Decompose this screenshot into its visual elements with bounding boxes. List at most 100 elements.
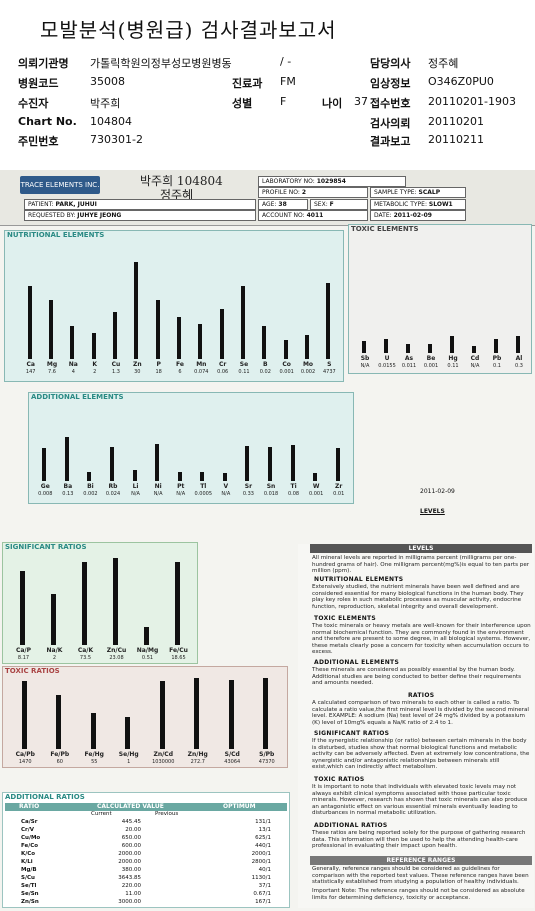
nutritional-label-se: Se bbox=[239, 361, 249, 368]
additional-ratio-row: K/Li 2000.00 2800/1 bbox=[5, 859, 287, 867]
ratio-optimum: 40/1 bbox=[258, 867, 271, 873]
additional-ratios-title: ADDITIONAL RATIOS bbox=[5, 793, 85, 801]
nutritional-label-na: Na bbox=[68, 361, 78, 368]
significant_ratios-value-na-k: 2 bbox=[52, 655, 57, 661]
sample-box: SAMPLE TYPE: SCALP bbox=[370, 187, 466, 198]
nutritional-bar-b bbox=[262, 325, 267, 359]
nutritional-value-cu: 1.3 bbox=[112, 369, 120, 375]
code-value: 35008 bbox=[90, 75, 125, 88]
ratio-name: Se/Tl bbox=[21, 883, 37, 889]
nutritional-bar-se bbox=[241, 285, 245, 359]
additional-label-pt: Pt bbox=[177, 483, 185, 490]
ratio-name: Ca/Sr bbox=[21, 819, 38, 825]
additional-bar-ni bbox=[155, 443, 160, 481]
additional-value-zr: 0.01 bbox=[333, 491, 345, 497]
nutritional-label-b: B bbox=[263, 361, 268, 368]
handwriting-note-1: 박주희 104804 bbox=[140, 174, 223, 188]
company-logo: TRACE ELEMENTS INC. bbox=[20, 176, 100, 194]
nutritional-value-mn: 0.074 bbox=[194, 369, 209, 375]
additional-label-rb: Rb bbox=[108, 483, 118, 490]
toxic_ratios-bar-s-cd bbox=[228, 679, 234, 749]
significant-ratios-section: SIGNIFICANT RATIOS Ca/P 8.17 Na/K 2 Ca/K 73.5… bbox=[2, 542, 198, 664]
nutritional-label-fe: Fe bbox=[176, 361, 184, 368]
nutritional-label-zn: Zn bbox=[133, 361, 142, 368]
receipt-label: 접수번호 bbox=[370, 97, 411, 110]
additional-ratios-section: ADDITIONAL RATIOS RATIO CALCULATED VALUE… bbox=[2, 792, 290, 908]
nutritional-bar-s bbox=[326, 283, 331, 359]
patient-box: PATIENT: PARK, JUHUI bbox=[24, 199, 256, 210]
ratio-name: Mg/B bbox=[21, 867, 37, 873]
ratio-current: 650.00 bbox=[121, 835, 141, 841]
nutritional-value-ca: 147 bbox=[25, 369, 36, 375]
nutritional-value-s: 4737 bbox=[322, 369, 336, 375]
additional-bar-sr bbox=[245, 445, 250, 481]
toxic_ratios-value-fe-hg: 55 bbox=[91, 759, 98, 765]
addr-heading: ADDITIONAL RATIOS bbox=[314, 822, 388, 829]
levels-bar: LEVELS bbox=[310, 544, 532, 553]
additional-value-sr: 0.33 bbox=[242, 491, 254, 497]
toxic_ratios-label-s-cd: S/Cd bbox=[224, 751, 240, 758]
additional-bar-ti bbox=[290, 445, 295, 481]
levels-heading: LEVELS bbox=[420, 508, 445, 515]
additional-ratio-row: S/Cu 3643.85 1130/1 bbox=[5, 875, 287, 883]
toxic-value-al: 0.3 bbox=[515, 363, 523, 369]
nutritional-bar-cu bbox=[113, 311, 117, 359]
code-label: 병원코드 bbox=[18, 77, 59, 90]
ratio-optimum: 625/1 bbox=[255, 835, 271, 841]
additional-value-ti: 0.08 bbox=[287, 491, 300, 497]
toxic-label-sb: Sb bbox=[360, 355, 370, 362]
age-box: AGE: 38 bbox=[258, 199, 308, 210]
toxic-label-as: As bbox=[404, 355, 414, 362]
ratio-current: 445.45 bbox=[121, 819, 141, 825]
page-title: 모발분석(병원급) 검사결과보고서 bbox=[40, 18, 337, 42]
sex-box: SEX: F bbox=[310, 199, 368, 210]
sex-value: F bbox=[280, 95, 287, 108]
toxic_ratios-value-s-pb: 47370 bbox=[258, 759, 275, 765]
toxic-ratios-section: TOXIC RATIOS Ca/Pb 1470 Fe/Pb 60 Fe/Hg 55 Se/H… bbox=[2, 666, 288, 768]
significant_ratios-bar-na-mg bbox=[144, 626, 149, 645]
toxic-label-hg: Hg bbox=[448, 355, 458, 362]
nutritional-label-mo: Mo bbox=[302, 361, 314, 368]
additional-label-zr: Zr bbox=[335, 483, 343, 490]
patient-value: 박주희 bbox=[90, 97, 121, 110]
col-previous: Previous bbox=[155, 811, 179, 817]
nutritional-bar-k bbox=[91, 333, 96, 359]
significant_ratios-bar-zn-cu bbox=[113, 557, 118, 645]
add-heading: ADDITIONAL ELEMENTS bbox=[314, 659, 400, 666]
toxic_ratios-label-fe-hg: Fe/Hg bbox=[84, 751, 104, 758]
additional-ratio-row: Zn/Sn 3000.00 167/1 bbox=[5, 899, 287, 907]
result-value: 20110211 bbox=[428, 133, 484, 146]
additional-ratio-row: Fe/Co 600.00 440/1 bbox=[5, 843, 287, 851]
ratio-name: K/Li bbox=[21, 859, 33, 865]
ratio-name: Cu/Mo bbox=[21, 835, 41, 841]
additional-label-tl: Tl bbox=[200, 483, 207, 490]
additional-value-sn: 0.018 bbox=[263, 491, 279, 497]
significant_ratios-label-ca-k: Ca/K bbox=[77, 647, 94, 654]
additional-label-ti: Ti bbox=[290, 483, 297, 490]
ratio-name: S/Cu bbox=[21, 875, 35, 881]
additional-ratio-row: K/Co 2000.00 2000/1 bbox=[5, 851, 287, 859]
toxic-value-cd: N/A bbox=[470, 363, 480, 369]
toxic-label-cd: Cd bbox=[470, 355, 480, 362]
toxic_ratios-value-s-cd: 43064 bbox=[224, 759, 241, 765]
ratio-optimum: 1130/1 bbox=[251, 875, 271, 881]
ratio-optimum: 131/1 bbox=[255, 819, 271, 825]
nutritional-bar-p bbox=[155, 300, 160, 359]
toxic_ratios-bar-se-hg bbox=[125, 716, 131, 749]
significant_ratios-value-fe-cu: 18.65 bbox=[171, 655, 186, 661]
ratio-current: 11.00 bbox=[125, 891, 141, 897]
toxic-title: TOXIC ELEMENTS bbox=[351, 225, 419, 233]
nutritional-value-se: 0.11 bbox=[238, 369, 250, 375]
clin-label: 임상정보 bbox=[370, 77, 411, 90]
significant_ratios-value-zn-cu: 23.08 bbox=[109, 655, 124, 661]
sex-label: 성별 bbox=[232, 97, 253, 110]
patient-label: 수진자 bbox=[18, 97, 49, 110]
additional-label-sr: Sr bbox=[244, 483, 253, 490]
significant_ratios-value-ca-p: 8.17 bbox=[17, 655, 30, 661]
ratio-optimum: 440/1 bbox=[255, 843, 271, 849]
nutritional-label-cr: Cr bbox=[218, 361, 227, 368]
significant-ratios-title: SIGNIFICANT RATIOS bbox=[5, 543, 87, 551]
age-label: 나이 bbox=[322, 97, 343, 110]
ratios-heading: RATIOS bbox=[408, 692, 435, 699]
nutritional-bar-cr bbox=[219, 309, 224, 359]
